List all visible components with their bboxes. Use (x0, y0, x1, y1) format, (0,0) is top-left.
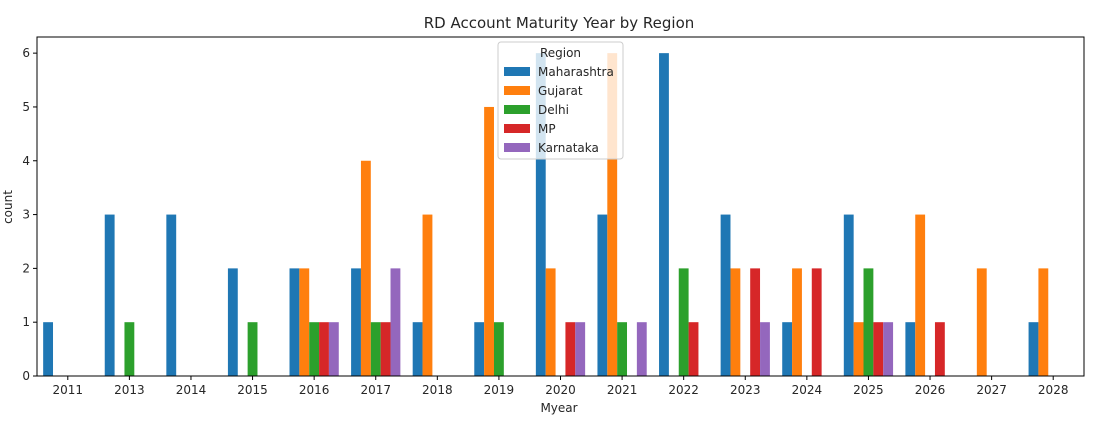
bar-karnataka-2023 (760, 322, 770, 376)
y-tick-label: 6 (22, 46, 30, 60)
bar-mp-2026 (934, 322, 945, 376)
bar-maharashtra-2023 (720, 214, 731, 376)
legend-swatch-mp (504, 124, 530, 133)
legend-label-maharashtra: Maharashtra (538, 65, 614, 79)
x-tick-label: 2021 (607, 383, 638, 397)
bar-delhi-2025 (863, 268, 874, 376)
bar-maharashtra-2017 (351, 268, 361, 376)
chart-title: RD Account Maturity Year by Region (424, 14, 695, 32)
x-tick-label: 2022 (668, 383, 699, 397)
y-tick-label: 1 (22, 315, 30, 329)
legend-label-gujarat: Gujarat (538, 84, 583, 98)
legend-swatch-delhi (504, 105, 530, 114)
bar-gujarat-2017 (360, 160, 371, 376)
bar-gujarat-2028 (1038, 268, 1049, 376)
x-tick-label: 2013 (114, 383, 145, 397)
bar-mp-2025 (873, 322, 884, 376)
bar-maharashtra-2013 (104, 214, 115, 376)
x-tick-label: 2027 (976, 383, 1007, 397)
bar-gujarat-2025 (853, 322, 864, 376)
x-tick-label: 2025 (853, 383, 884, 397)
x-tick-label: 2014 (176, 383, 207, 397)
bar-maharashtra-2016 (289, 268, 300, 376)
bar-maharashtra-2028 (1028, 322, 1039, 376)
bar-karnataka-2021 (636, 322, 647, 376)
x-axis-label: Myear (540, 401, 577, 415)
bar-mp-2023 (750, 268, 761, 376)
y-tick-label: 2 (22, 261, 30, 275)
x-tick-label: 2023 (730, 383, 761, 397)
bar-maharashtra-2014 (166, 214, 177, 376)
bar-maharashtra-2021 (597, 214, 608, 376)
plot-area (36, 36, 1085, 377)
x-tick-label: 2028 (1038, 383, 1069, 397)
bar-maharashtra-2025 (843, 214, 854, 376)
bar-gujarat-2026 (915, 214, 926, 376)
bar-delhi-2013 (124, 322, 135, 376)
bar-gujarat-2019 (484, 106, 494, 376)
x-tick-label: 2019 (484, 383, 515, 397)
bar-gujarat-2020 (545, 268, 556, 376)
bar-mp-2022 (688, 322, 699, 376)
bar-mp-2016 (319, 322, 329, 376)
x-tick-label: 2011 (53, 383, 84, 397)
bar-delhi-2022 (678, 268, 689, 376)
x-tick-label: 2018 (422, 383, 453, 397)
bar-mp-2017 (380, 322, 391, 376)
bar-gujarat-2021 (607, 53, 618, 376)
bar-mp-2020 (565, 322, 576, 376)
y-axis-label: count (1, 190, 15, 224)
legend-swatch-gujarat (504, 86, 530, 95)
y-tick-label: 3 (22, 208, 30, 222)
bar-karnataka-2020 (575, 322, 586, 376)
bar-delhi-2019 (493, 322, 504, 376)
bar-gujarat-2027 (976, 268, 987, 376)
x-tick-label: 2017 (360, 383, 391, 397)
bar-delhi-2015 (247, 322, 258, 376)
bar-maharashtra-2020 (535, 53, 546, 376)
y-tick-label: 0 (22, 369, 30, 383)
legend-swatch-karnataka (504, 143, 530, 152)
y-tick-label: 5 (22, 100, 30, 114)
legend-label-delhi: Delhi (538, 103, 569, 117)
legend-title: Region (540, 46, 581, 60)
bar-maharashtra-2022 (659, 53, 669, 376)
bar-maharashtra-2018 (412, 322, 423, 376)
bar-maharashtra-2015 (227, 268, 238, 376)
bar-maharashtra-2024 (782, 322, 793, 376)
bar-gujarat-2016 (299, 268, 310, 376)
bar-gujarat-2018 (422, 214, 433, 376)
bar-maharashtra-2026 (905, 322, 916, 376)
bar-mp-2024 (811, 268, 822, 376)
bar-maharashtra-2011 (43, 322, 54, 376)
y-axis: 0 1 2 3 4 5 6 (22, 46, 37, 383)
x-tick-label: 2026 (915, 383, 946, 397)
legend: Region Maharashtra Gujarat Delhi MP Karnataka (497, 41, 624, 160)
legend-swatch-maharashtra (504, 67, 530, 76)
bar-karnataka-2017 (390, 268, 401, 376)
bar-delhi-2021 (617, 322, 628, 376)
bar-karnataka-2016 (328, 322, 339, 376)
x-tick-label: 2020 (545, 383, 576, 397)
y-tick-label: 4 (22, 154, 30, 168)
bar-karnataka-2025 (883, 322, 894, 376)
bar-maharashtra-2019 (474, 322, 485, 376)
legend-label-mp: MP (538, 122, 556, 136)
legend-label-karnataka: Karnataka (538, 141, 599, 155)
x-tick-label: 2016 (299, 383, 330, 397)
bar-delhi-2016 (309, 322, 320, 376)
x-tick-label: 2015 (237, 383, 268, 397)
bar-gujarat-2024 (792, 268, 802, 376)
x-axis: 2011 2013 2014 2015 2016 2017 2018 2019 2020 2021… (53, 376, 1069, 397)
bar-gujarat-2023 (730, 268, 741, 376)
bar-delhi-2017 (370, 322, 381, 376)
x-tick-label: 2024 (792, 383, 823, 397)
